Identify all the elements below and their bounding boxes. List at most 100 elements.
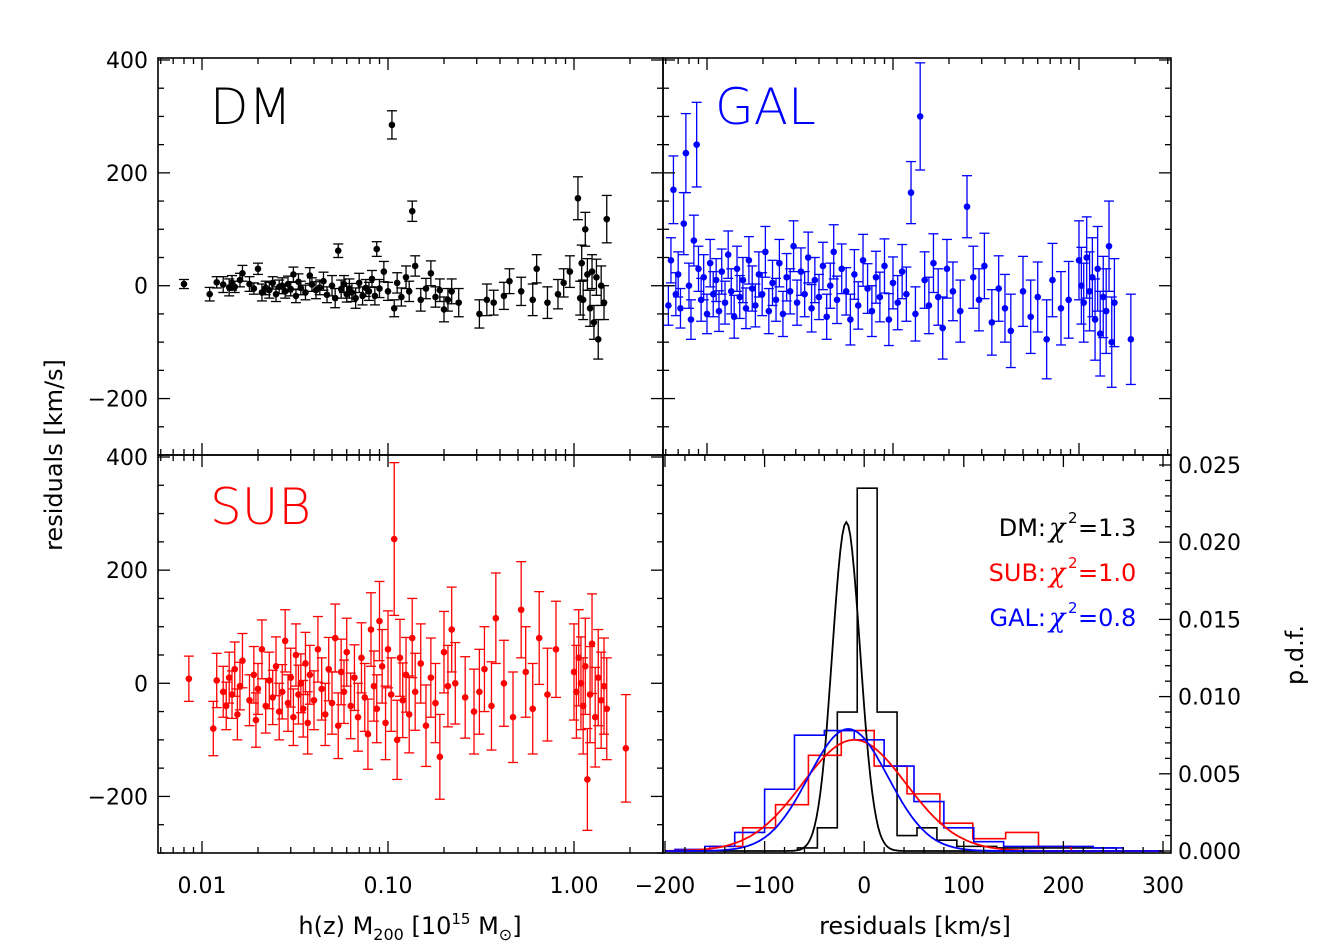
gal-point — [739, 276, 747, 284]
x-label-mass-unit-sup: 15 — [451, 910, 470, 928]
sub-point — [581, 663, 589, 670]
sub-point — [476, 688, 483, 696]
gal-point — [769, 279, 776, 287]
dm-point — [388, 121, 396, 129]
gal-point — [1096, 330, 1104, 337]
gal-point — [1007, 327, 1015, 335]
sub-point — [213, 677, 221, 684]
dm-point — [380, 268, 388, 275]
gal-point — [721, 299, 729, 306]
gal-point — [859, 257, 867, 264]
sub-point — [488, 702, 495, 710]
gal-point — [1049, 276, 1056, 284]
dm-point — [337, 285, 345, 293]
sub-point — [517, 606, 525, 614]
sub-point — [370, 682, 378, 690]
dm-point — [436, 286, 444, 294]
gal-point — [815, 293, 823, 301]
dm-point — [393, 279, 401, 287]
sub-point — [373, 705, 381, 713]
gal-point — [1080, 299, 1088, 306]
gal-point — [963, 203, 971, 211]
gal-point — [885, 316, 893, 323]
x-label-mass-unit-open: [10 — [404, 912, 452, 940]
gal-point — [854, 302, 862, 309]
gal-point — [695, 265, 702, 273]
sub-point — [318, 685, 325, 693]
dm-point — [373, 245, 381, 253]
legend-label-2: GAL: — [990, 604, 1046, 632]
x-label-mass-sub: 200 — [373, 925, 404, 944]
gal-point — [889, 279, 897, 287]
sub-point — [451, 679, 459, 687]
gal-point — [742, 304, 750, 312]
dm-points — [178, 110, 612, 360]
dm-point — [213, 279, 221, 286]
sub-point — [417, 660, 425, 667]
sub-point — [209, 725, 217, 732]
x-tick-label-residual: 200 — [1042, 874, 1084, 899]
dm-point — [398, 293, 405, 301]
dm-point — [586, 304, 594, 312]
dm-point — [290, 271, 297, 278]
x-axis-label-residuals: residuals [km/s] — [819, 912, 1011, 940]
sub-point — [258, 646, 266, 653]
y-tick-label-pdf: 0.000 — [1178, 840, 1241, 865]
gal-point — [724, 251, 732, 258]
sub-point — [384, 646, 392, 653]
sub-point — [358, 654, 365, 662]
dm-point — [287, 285, 295, 293]
sub-point — [529, 705, 537, 713]
gal-point — [826, 282, 834, 290]
sub-point — [570, 668, 578, 676]
dm-point — [566, 268, 574, 275]
gal-point — [677, 304, 684, 312]
dm-point — [408, 207, 416, 215]
legend-chi-1: χ — [1047, 558, 1067, 589]
sub-point — [584, 776, 591, 783]
dm-point — [231, 283, 239, 291]
y-axis-label-residuals: residuals [km/s] — [40, 359, 68, 551]
dm-point — [600, 299, 608, 306]
sub-point — [306, 671, 314, 679]
sub-point — [290, 713, 297, 721]
gal-point — [1105, 242, 1113, 250]
sub-point — [299, 705, 307, 713]
dm-point — [323, 291, 331, 299]
sub-point — [304, 719, 311, 727]
dm-point — [422, 285, 430, 292]
dm-point — [316, 284, 324, 291]
x-tick-label-residual: 0 — [857, 874, 871, 899]
panel-sub: SUB — [183, 462, 631, 832]
gal-point — [819, 262, 827, 270]
sub-point — [219, 688, 227, 696]
sub-point — [367, 626, 375, 633]
y-tick-label-top: 400 — [106, 49, 148, 74]
y-tick-label-pdf: 0.005 — [1178, 763, 1241, 788]
dm-point — [384, 288, 392, 295]
dm-point — [297, 284, 305, 292]
gal-point — [762, 248, 769, 256]
sub-point — [544, 691, 551, 698]
gal-point — [1094, 265, 1101, 273]
sub-point — [275, 708, 283, 715]
legend-chi-2: χ — [1047, 603, 1067, 634]
sub-point — [378, 663, 386, 670]
gal-point — [748, 285, 756, 292]
gal-point — [700, 273, 708, 281]
x-label-mass-main: h(z) M — [298, 912, 373, 940]
dm-point — [432, 293, 439, 301]
sub-point — [376, 617, 383, 625]
gal-point — [912, 310, 919, 318]
dm-point — [554, 290, 562, 298]
sub-point — [470, 708, 478, 715]
dm-point — [308, 281, 316, 288]
dm-point — [529, 296, 537, 304]
sub-point — [591, 713, 599, 721]
sub-point — [310, 696, 318, 704]
y-tick-label-pdf: 0.010 — [1178, 686, 1241, 711]
gal-point — [706, 259, 714, 267]
dm-point — [603, 215, 611, 223]
